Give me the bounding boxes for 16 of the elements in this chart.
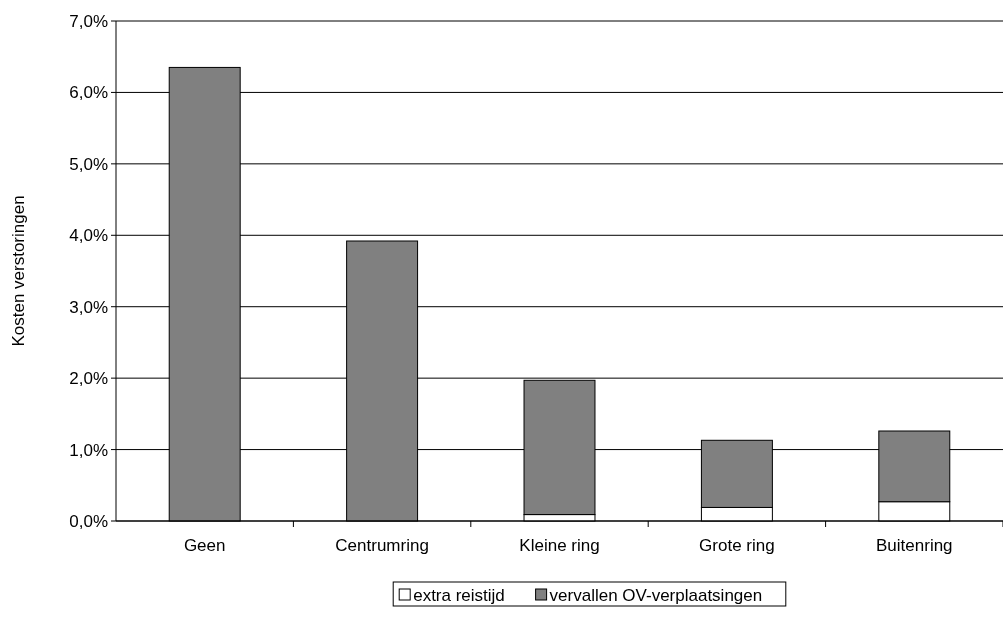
y-tick-label: 3,0%	[69, 297, 108, 317]
legend-label: vervallen OV-verplaatsingen	[549, 585, 763, 605]
y-tick-label: 1,0%	[69, 440, 108, 460]
y-tick-label: 2,0%	[69, 369, 108, 389]
y-tick-label: 4,0%	[69, 226, 108, 246]
x-tick-label: Grote ring	[699, 536, 775, 555]
y-axis-title: Kosten verstoringen	[9, 195, 28, 347]
x-tick-label: Centrumring	[335, 536, 429, 555]
y-tick-label: 5,0%	[69, 154, 108, 174]
legend-label: extra reistijd	[413, 585, 505, 605]
y-tick-label: 6,0%	[69, 83, 108, 103]
y-tick-label: 0,0%	[69, 511, 108, 531]
x-tick-label: Geen	[183, 536, 226, 555]
x-tick-label: Kleine ring	[519, 536, 600, 555]
x-tick-label: Buitenring	[876, 536, 953, 555]
y-tick-label: 7,0%	[69, 11, 108, 31]
